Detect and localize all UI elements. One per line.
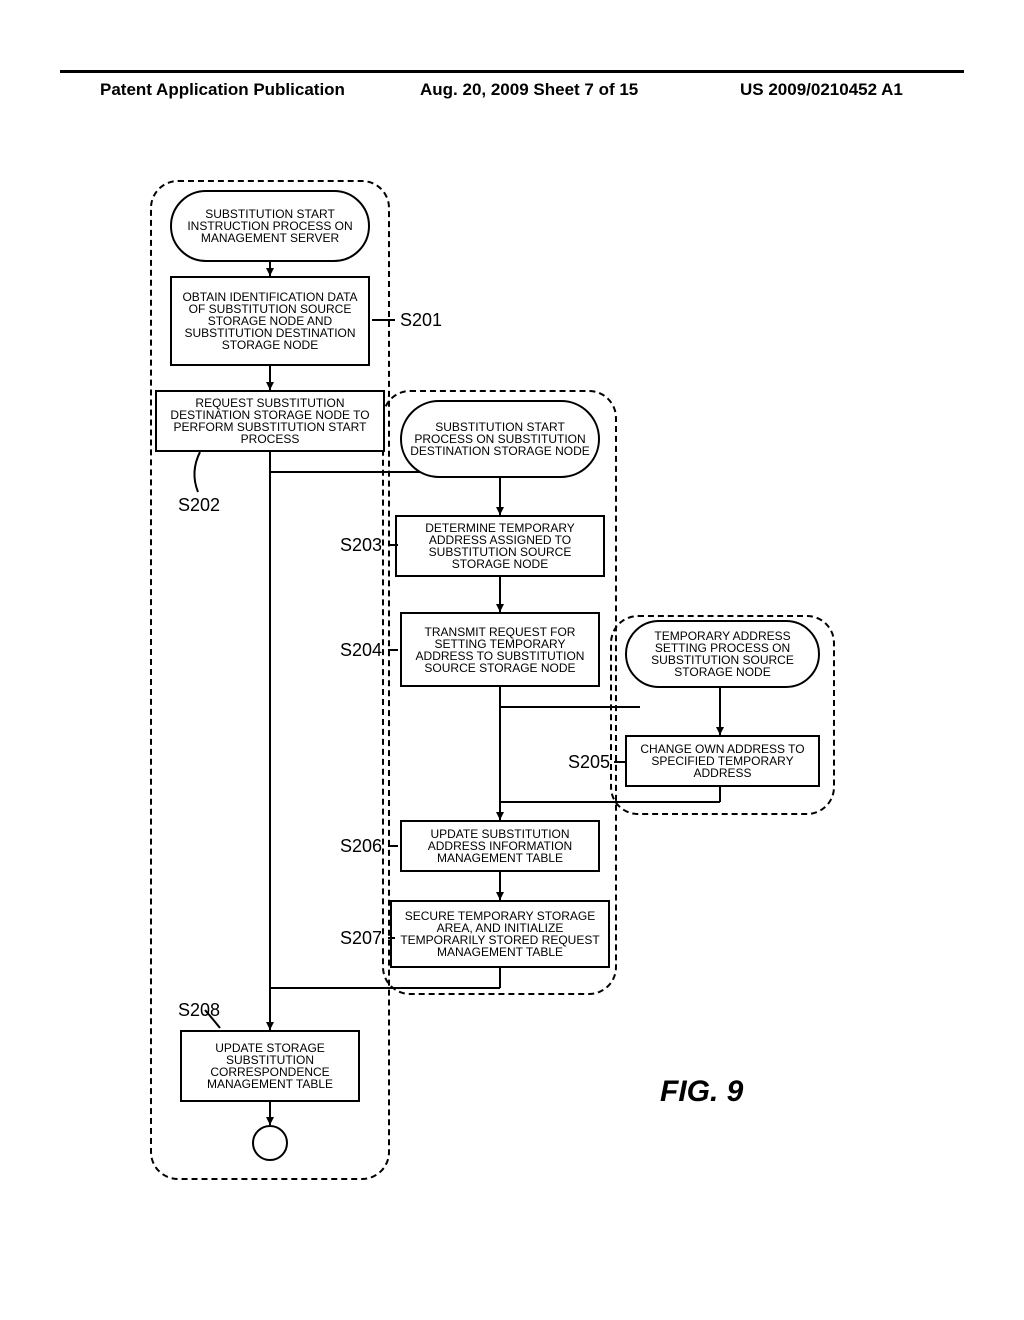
terminator-dest-node: SUBSTITUTION START PROCESS ON SUBSTITUTI… (400, 400, 600, 478)
label-s202: S202 (178, 495, 220, 516)
label-s203: S203 (340, 535, 382, 556)
box-s205: CHANGE OWN ADDRESS TO SPECIFIED TEMPORAR… (625, 735, 820, 787)
box-s206: UPDATE SUBSTITUTION ADDRESS INFORMATION … (400, 820, 600, 872)
terminator-src-node: TEMPORARY ADDRESS SETTING PROCESS ON SUB… (625, 620, 820, 688)
label-s208: S208 (178, 1000, 220, 1021)
terminator-mgmt-server: SUBSTITUTION START INSTRUCTION PROCESS O… (170, 190, 370, 262)
box-s207: SECURE TEMPORARY STORAGE AREA, AND INITI… (390, 900, 610, 968)
box-s208: UPDATE STORAGE SUBSTITUTION CORRESPONDEN… (180, 1030, 360, 1102)
arrows-svg (0, 180, 1024, 1200)
box-s203: DETERMINE TEMPORARY ADDRESS ASSIGNED TO … (395, 515, 605, 577)
header-middle: Aug. 20, 2009 Sheet 7 of 15 (420, 80, 638, 100)
page: Patent Application Publication Aug. 20, … (0, 0, 1024, 1320)
end-circle (252, 1125, 288, 1161)
label-s204: S204 (340, 640, 382, 661)
label-s205: S205 (568, 752, 610, 773)
figure-label: FIG. 9 (660, 1075, 743, 1109)
figure-area: SUBSTITUTION START INSTRUCTION PROCESS O… (0, 180, 1024, 1200)
box-s204: TRANSMIT REQUEST FOR SETTING TEMPORARY A… (400, 612, 600, 687)
label-s207: S207 (340, 928, 382, 949)
label-s201: S201 (400, 310, 442, 331)
header-left: Patent Application Publication (100, 80, 345, 100)
box-s201: OBTAIN IDENTIFICATION DATA OF SUBSTITUTI… (170, 276, 370, 366)
header-divider (60, 70, 964, 73)
label-s206: S206 (340, 836, 382, 857)
box-s202: REQUEST SUBSTITUTION DESTINATION STORAGE… (155, 390, 385, 452)
header-right: US 2009/0210452 A1 (740, 80, 903, 100)
